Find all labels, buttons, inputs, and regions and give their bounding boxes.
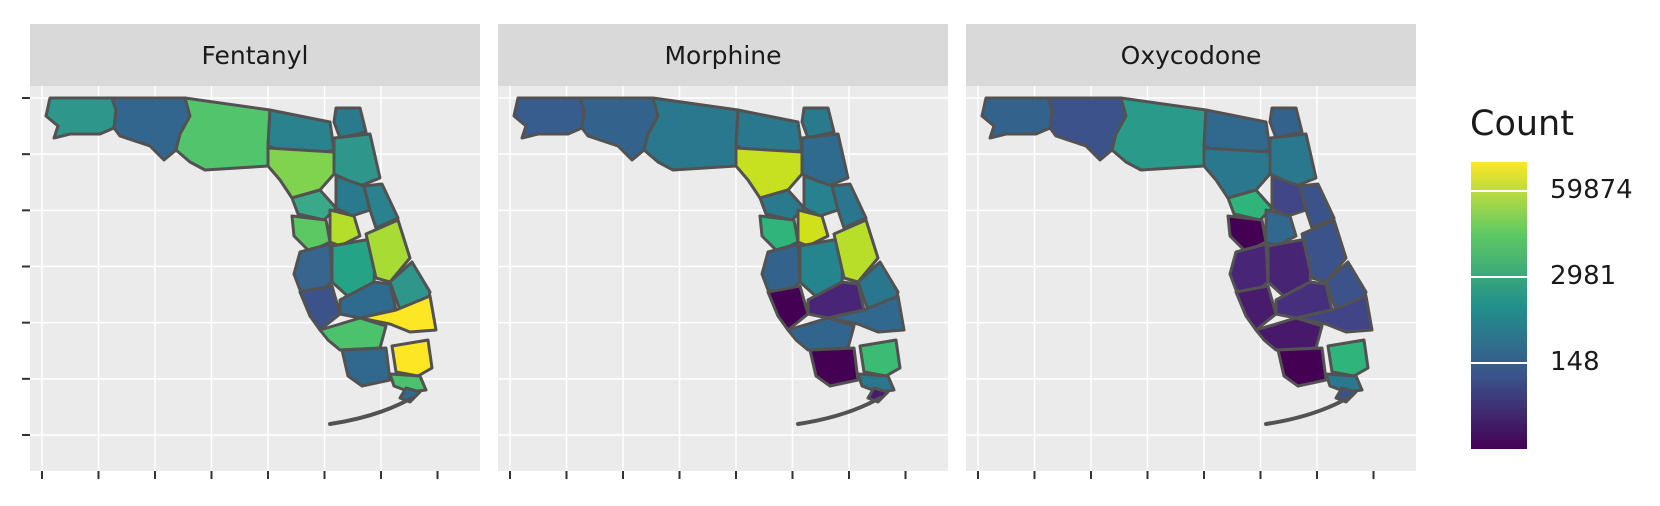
region-sarasota (766, 284, 810, 332)
island-chain (796, 396, 882, 426)
region-collier (340, 346, 392, 388)
legend-tick (1471, 275, 1527, 278)
region-keys (398, 386, 422, 404)
facet-panel-fentanyl: Fentanyl (30, 24, 480, 471)
facet-strip: Oxycodone (966, 24, 1416, 86)
region-broward (1326, 338, 1370, 378)
legend-title: Count (1470, 104, 1574, 144)
facet-strip: Morphine (498, 24, 948, 86)
florida-map (966, 86, 1416, 471)
region-collier (808, 346, 860, 388)
florida-map (498, 86, 948, 471)
region-marion (1270, 174, 1308, 218)
region-orlando (796, 208, 830, 248)
region-volusia (362, 182, 400, 230)
region-volusia (830, 182, 868, 230)
color-legend: Count 59874 2981 148 (1460, 100, 1660, 460)
region-brevard (364, 218, 412, 284)
region-keys (1334, 386, 1358, 404)
region-collier (1276, 346, 1328, 388)
legend-label: 59874 (1550, 174, 1633, 205)
facet-title: Fentanyl (201, 40, 309, 70)
legend-tick (1471, 189, 1527, 192)
facet-strip: Fentanyl (30, 24, 480, 86)
island-chain (1264, 396, 1350, 426)
florida-map (30, 86, 480, 471)
region-palm-beach (1294, 294, 1374, 334)
facet-panel-oxycodone: Oxycodone (966, 24, 1416, 471)
map-plot-area (966, 86, 1416, 471)
region-brevard (1300, 218, 1348, 284)
region-volusia (1298, 182, 1336, 230)
facet-title: Oxycodone (1120, 40, 1262, 70)
region-brevard (832, 218, 880, 284)
island-chain (328, 396, 414, 426)
facet-title: Morphine (664, 40, 782, 70)
region-orlando (1264, 208, 1298, 248)
region-keys (866, 386, 890, 404)
region-sarasota (1234, 284, 1278, 332)
legend-colorbar (1471, 162, 1527, 449)
region-broward (858, 338, 902, 378)
legend-label: 2981 (1550, 260, 1617, 291)
region-broward (390, 338, 434, 378)
legend-tick (1471, 361, 1527, 364)
region-palm-beach (826, 294, 906, 334)
region-sarasota (298, 284, 342, 332)
map-plot-area (498, 86, 948, 471)
region-marion (334, 174, 372, 218)
map-plot-area (30, 86, 480, 471)
facet-panel-morphine: Morphine (498, 24, 948, 471)
legend-label: 148 (1550, 346, 1600, 377)
region-palm-beach (358, 294, 438, 334)
region-marion (802, 174, 840, 218)
region-orlando (328, 208, 362, 248)
